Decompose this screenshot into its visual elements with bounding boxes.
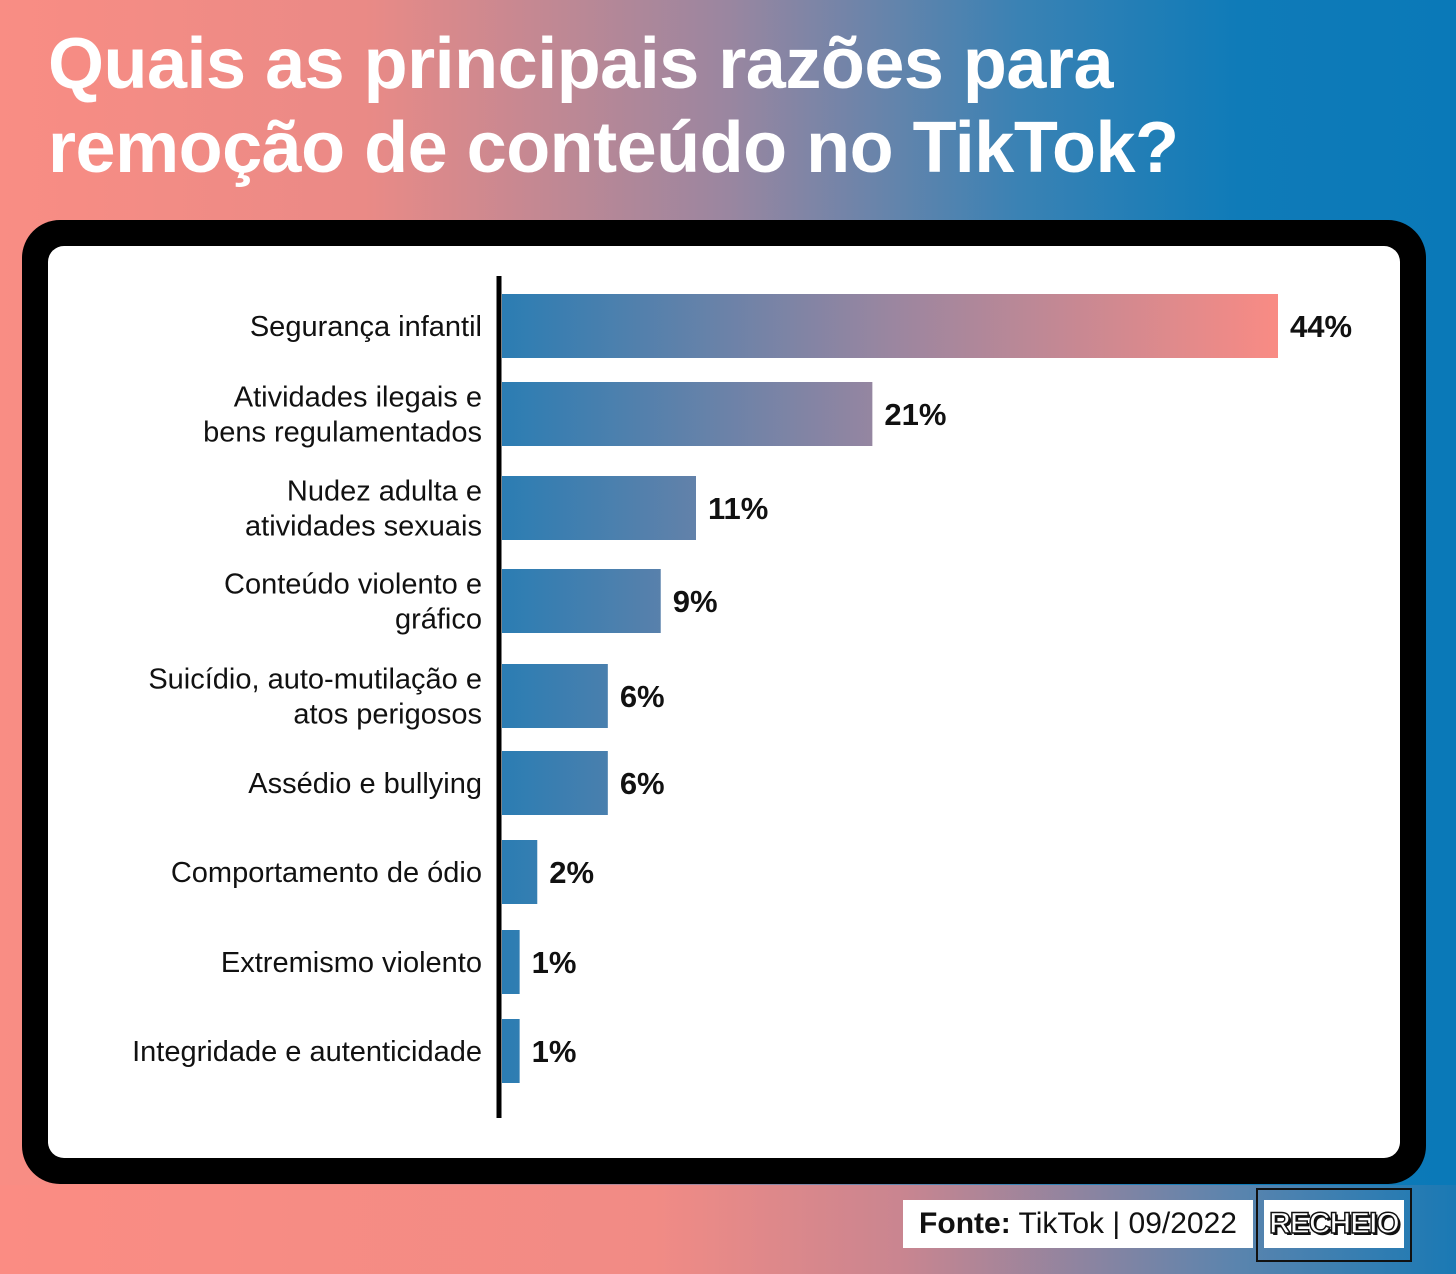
- bar-3: [502, 569, 661, 633]
- value-label-0: 44%: [1290, 309, 1352, 344]
- category-label-line: atos perigosos: [293, 699, 482, 731]
- value-label-4: 6%: [620, 679, 665, 714]
- category-label-2: Nudez adulta e atividades sexuais: [245, 476, 482, 543]
- bar-5: [502, 751, 608, 815]
- category-label-line: Suicídio, auto-mutilação e: [148, 664, 482, 696]
- category-label-line: Integridade e autenticidade: [132, 1036, 482, 1068]
- value-label-3: 9%: [673, 584, 718, 619]
- category-label-1: Atividades ilegais e bens regulamentados: [203, 382, 482, 449]
- brand-logo: RECHEIO: [1264, 1200, 1404, 1248]
- value-label-6: 2%: [549, 855, 594, 890]
- category-label-line: Segurança infantil: [250, 311, 482, 343]
- category-label-line: Conteúdo violento e: [224, 569, 482, 601]
- category-label-line: Nudez adulta e: [287, 476, 482, 508]
- category-label-line: Atividades ilegais e: [234, 382, 482, 414]
- bar-1: [502, 382, 873, 446]
- source-note: Fonte: TikTok | 09/2022: [903, 1200, 1253, 1248]
- category-label-3: Conteúdo violento e gráfico: [224, 569, 482, 636]
- category-label-6: Comportamento de ódio: [171, 857, 482, 889]
- category-label-line: gráfico: [395, 604, 482, 636]
- title-line-1: Quais as principais razões para: [48, 24, 1114, 104]
- category-label-line: Comportamento de ódio: [171, 857, 482, 889]
- value-label-2: 11%: [708, 491, 768, 526]
- category-label-8: Integridade e autenticidade: [132, 1036, 482, 1068]
- source-value: TikTok | 09/2022: [1018, 1207, 1237, 1240]
- value-label-1: 21%: [884, 397, 946, 432]
- brand-frame: [1256, 1188, 1412, 1262]
- bar-7: [502, 930, 520, 994]
- value-label-5: 6%: [620, 766, 665, 801]
- chart-frame: 44% Segurança infantil 21% Atividades ilega…: [22, 220, 1426, 1184]
- bar-2: [502, 476, 696, 540]
- category-label-4: Suicídio, auto-mutilação e atos perigosos: [148, 664, 482, 731]
- category-label-line: bens regulamentados: [203, 417, 482, 449]
- title-line-2: remoção de conteúdo no TikTok?: [48, 108, 1179, 188]
- chart-panel: 44% Segurança infantil 21% Atividades ilega…: [48, 246, 1400, 1158]
- category-label-5: Assédio e bullying: [248, 768, 482, 800]
- bar-8: [502, 1019, 520, 1083]
- bar-chart: 44% Segurança infantil 21% Atividades ilega…: [132, 276, 1352, 1118]
- category-label-line: atividades sexuais: [245, 511, 482, 543]
- value-label-7: 1%: [532, 945, 577, 980]
- source-label: Fonte:: [919, 1207, 1011, 1240]
- bar-6: [502, 840, 538, 904]
- bar-0: [502, 294, 1278, 358]
- category-label-7: Extremismo violento: [221, 947, 482, 979]
- category-label-line: Extremismo violento: [221, 947, 482, 979]
- category-label-line: Assédio e bullying: [248, 768, 482, 800]
- page-title: Quais as principais razões para remoção …: [48, 22, 1428, 190]
- value-label-8: 1%: [532, 1034, 577, 1069]
- category-label-0: Segurança infantil: [250, 311, 482, 343]
- bar-4: [502, 664, 608, 728]
